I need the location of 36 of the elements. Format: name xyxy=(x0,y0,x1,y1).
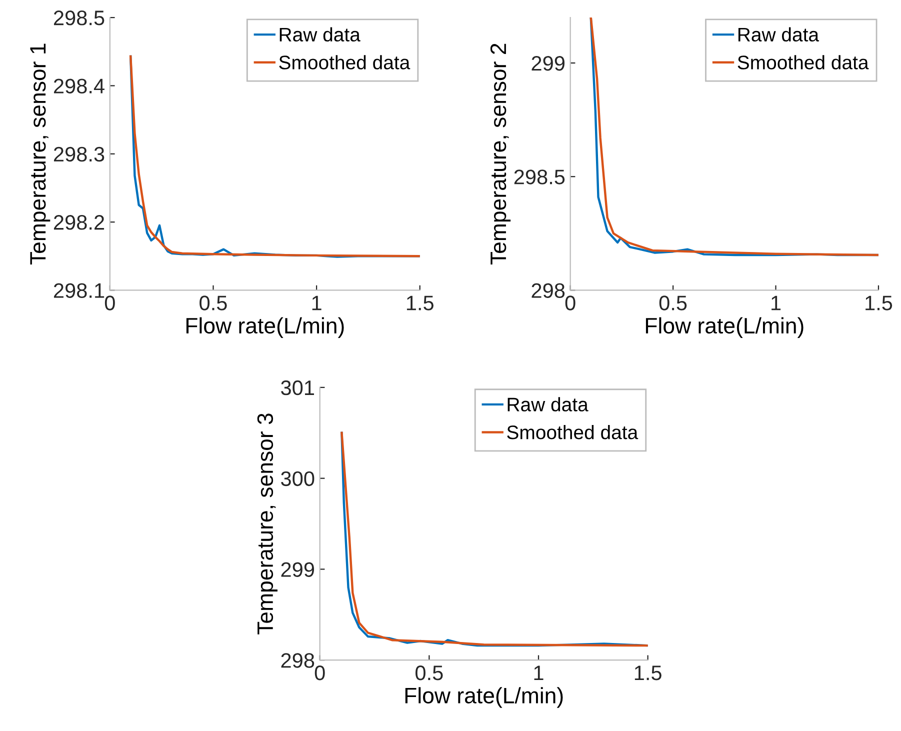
y-axis-title: Temperature, sensor 3 xyxy=(257,414,278,634)
x-tick-label: 1.5 xyxy=(866,296,892,310)
y-tick-label: 299 xyxy=(532,56,564,71)
x-tick-label: 1.5 xyxy=(406,296,434,310)
legend-label: Smoothed data xyxy=(279,55,410,70)
x-axis-title: Flow rate(L/min) xyxy=(186,317,344,338)
legend-label: Raw data xyxy=(280,27,360,42)
x-axis-title: Flow rate(L/min) xyxy=(405,687,563,708)
y-tick-label: 298.2 xyxy=(54,215,104,230)
legend-label: Smoothed data xyxy=(507,425,638,440)
y-tick-label: 301 xyxy=(281,380,314,396)
x-tick-label: 0.5 xyxy=(200,296,227,310)
x-tick-label: 0 xyxy=(104,296,115,310)
y-tick-label: 298 xyxy=(281,653,314,668)
legend-label: Raw data xyxy=(738,27,820,42)
y-tick-label: 298.5 xyxy=(514,170,565,184)
y-tick-label: 298.5 xyxy=(54,10,104,26)
x-tick-label: 0 xyxy=(565,296,576,310)
y-tick-label: 300 xyxy=(281,471,314,486)
x-tick-label: 1 xyxy=(534,666,544,680)
y-axis-title: Temperature, sensor 1 xyxy=(30,44,50,265)
x-tick-label: 1 xyxy=(312,296,322,310)
y-tick-label: 298.4 xyxy=(54,78,104,94)
legend-label: Smoothed data xyxy=(738,55,869,70)
x-tick-label: 0.5 xyxy=(416,666,443,680)
x-tick-label: 1.5 xyxy=(634,666,662,680)
y-tick-label: 298 xyxy=(532,283,565,298)
y-tick-label: 299 xyxy=(281,562,314,577)
x-tick-label: 0.5 xyxy=(659,296,687,310)
y-axis-title: Temperature, sensor 2 xyxy=(490,44,511,265)
x-axis-title: Flow rate(L/min) xyxy=(646,317,804,338)
x-tick-label: 1 xyxy=(772,296,781,310)
legend-label: Raw data xyxy=(508,397,588,412)
x-tick-label: 0 xyxy=(314,666,325,680)
y-tick-label: 298.3 xyxy=(54,146,104,162)
y-tick-label: 298.1 xyxy=(54,283,104,298)
